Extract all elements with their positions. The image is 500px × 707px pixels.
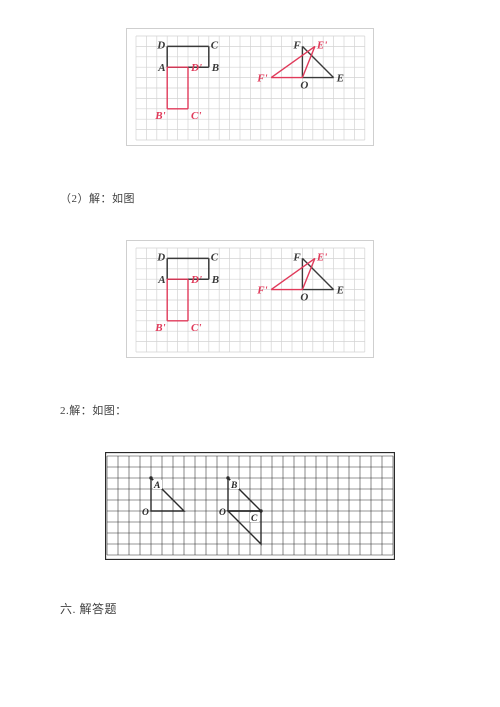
label-Ep: E': [316, 39, 327, 51]
label-D: D: [156, 39, 165, 51]
label-Fp: F': [256, 285, 267, 297]
figure-1: D C A B D' B' C' O F E E' F': [126, 28, 374, 146]
figure-3-svg: A O B O C: [105, 452, 395, 560]
label-Cp: C': [191, 110, 201, 122]
section-heading: 六. 解答题: [60, 600, 440, 617]
figure-2: D C A B D' B' C' O F E E' F': [126, 240, 374, 358]
label-O2a: O: [142, 508, 149, 518]
label-A: A: [157, 62, 165, 74]
caption-1: （2）解：如图: [60, 190, 440, 206]
figure-3: A O B O C: [105, 452, 395, 560]
label-Bp: B': [154, 322, 165, 334]
label-B: B: [211, 62, 219, 74]
label-F: F: [292, 251, 301, 263]
caption-2: 2.解：如图：: [60, 402, 440, 418]
label-A2: A: [153, 481, 160, 491]
label-Fp: F': [256, 73, 267, 85]
label-O2b: O: [219, 508, 226, 518]
label-B: B: [211, 274, 219, 286]
figure-1-svg: D C A B D' B' C' O F E E' F': [126, 28, 374, 146]
label-E: E: [336, 73, 344, 85]
label-C2: C: [251, 514, 258, 524]
label-C: C: [211, 251, 219, 263]
label-C: C: [211, 39, 219, 51]
page: D C A B D' B' C' O F E E' F' （2）解：如图 D C A B D' B' C' O F E E…: [0, 0, 500, 707]
label-Dp: D': [190, 62, 202, 74]
label-Cp: C': [191, 322, 201, 334]
label-F: F: [292, 39, 301, 51]
label-Dp: D': [190, 274, 202, 286]
label-D: D: [156, 251, 165, 263]
label-B2: B: [230, 481, 237, 491]
label-O: O: [300, 80, 308, 92]
label-E: E: [336, 285, 344, 297]
label-O: O: [300, 292, 308, 304]
label-Ep: E': [316, 251, 327, 263]
label-Bp: B': [154, 110, 165, 122]
label-A: A: [157, 274, 165, 286]
figure-2-svg: D C A B D' B' C' O F E E' F': [126, 240, 374, 358]
